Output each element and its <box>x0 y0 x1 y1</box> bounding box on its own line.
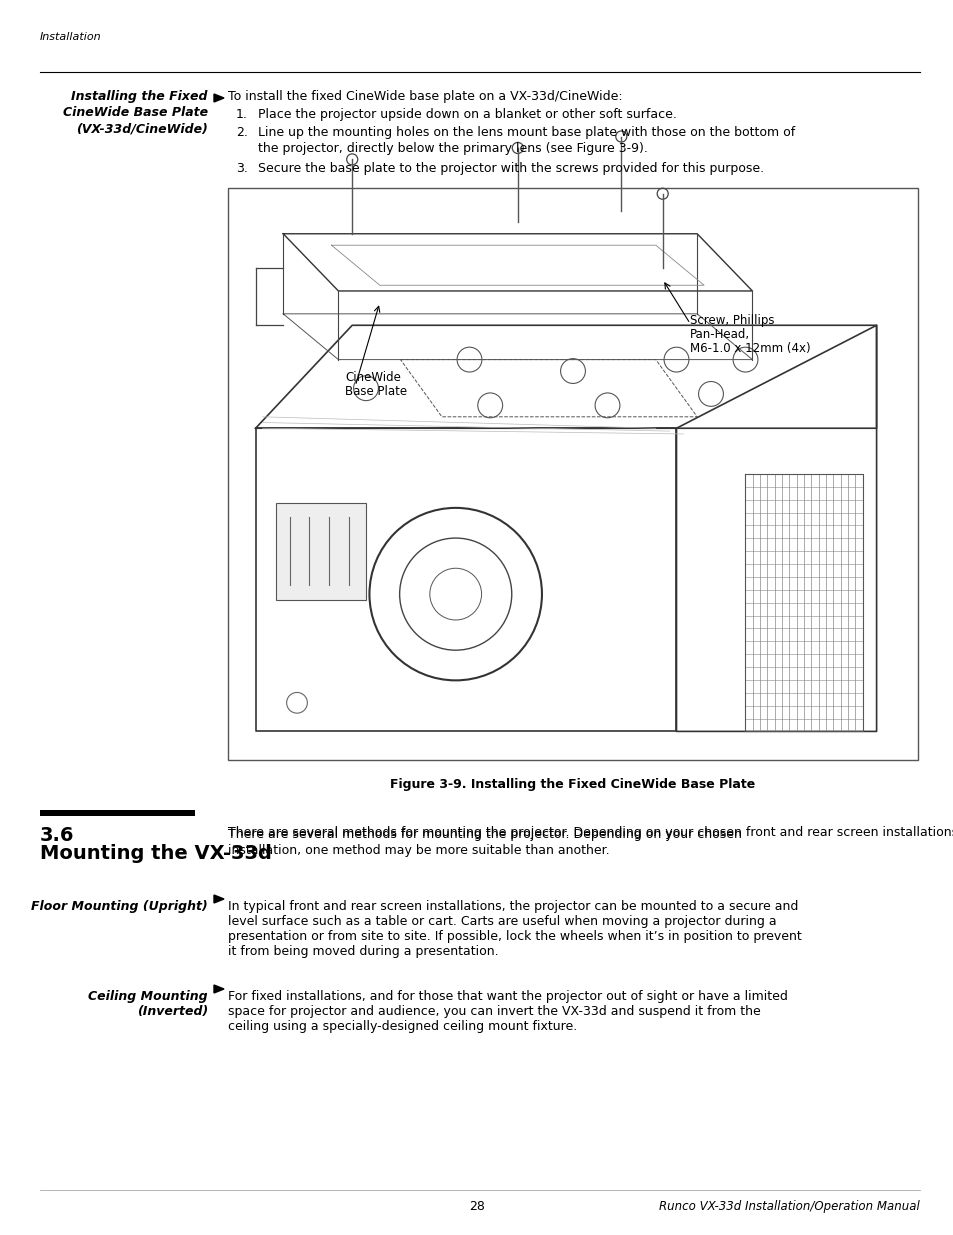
Text: (Inverted): (Inverted) <box>136 1005 208 1018</box>
Text: ceiling using a specially-designed ceiling mount fixture.: ceiling using a specially-designed ceili… <box>228 1020 577 1032</box>
Text: In typical front and rear screen installations, the projector can be mounted to : In typical front and rear screen install… <box>228 900 798 913</box>
Text: presentation or from site to site. If possible, lock the wheels when it’s in pos: presentation or from site to site. If po… <box>228 930 801 944</box>
Text: For fixed installations, and for those that want the projector out of sight or h: For fixed installations, and for those t… <box>228 990 787 1003</box>
Text: installation, one method may be more suitable than another.: installation, one method may be more sui… <box>228 844 609 857</box>
Text: Runco VX-33d Installation/Operation Manual: Runco VX-33d Installation/Operation Manu… <box>659 1200 919 1213</box>
Text: There are several methods for mounting the projector. Depending on your chosen f: There are several methods for mounting t… <box>228 826 953 839</box>
Text: the projector, directly below the primary lens (see Figure 3-9).: the projector, directly below the primar… <box>257 142 647 156</box>
Text: 3.6: 3.6 <box>40 826 74 845</box>
Text: Installation: Installation <box>40 32 102 42</box>
Text: (VX-33d/CineWide): (VX-33d/CineWide) <box>76 122 208 135</box>
Text: Place the projector upside down on a blanket or other soft surface.: Place the projector upside down on a bla… <box>257 107 677 121</box>
Text: 3.: 3. <box>235 162 248 175</box>
Text: space for projector and audience, you can invert the VX-33d and suspend it from : space for projector and audience, you ca… <box>228 1005 760 1018</box>
Text: Secure the base plate to the projector with the screws provided for this purpose: Secure the base plate to the projector w… <box>257 162 763 175</box>
Text: Base Plate: Base Plate <box>345 385 407 398</box>
Text: M6-1.0 x 12mm (4x): M6-1.0 x 12mm (4x) <box>690 342 810 354</box>
Bar <box>228 188 917 760</box>
Polygon shape <box>213 94 224 103</box>
Text: There are several methods for mounting the projector. Depending on your chosen: There are several methods for mounting t… <box>228 827 741 841</box>
Text: Mounting the VX-33d: Mounting the VX-33d <box>40 844 272 863</box>
Polygon shape <box>213 895 224 903</box>
Text: 28: 28 <box>469 1200 484 1213</box>
Text: level surface such as a table or cart. Carts are useful when moving a projector : level surface such as a table or cart. C… <box>228 915 776 927</box>
Text: Figure 3-9. Installing the Fixed CineWide Base Plate: Figure 3-9. Installing the Fixed CineWid… <box>390 778 755 790</box>
Text: 2.: 2. <box>235 126 248 140</box>
Text: Pan-Head,: Pan-Head, <box>690 327 750 341</box>
Text: CineWide Base Plate: CineWide Base Plate <box>63 106 208 119</box>
Polygon shape <box>213 986 224 993</box>
Text: Ceiling Mounting: Ceiling Mounting <box>89 990 208 1003</box>
Text: Floor Mounting (Upright): Floor Mounting (Upright) <box>31 900 208 913</box>
Bar <box>276 503 366 600</box>
Text: Installing the Fixed: Installing the Fixed <box>71 90 208 103</box>
Text: Screw, Phillips: Screw, Phillips <box>690 314 774 327</box>
Text: To install the fixed CineWide base plate on a VX-33d/CineWide:: To install the fixed CineWide base plate… <box>228 90 622 103</box>
Text: Line up the mounting holes on the lens mount base plate with those on the bottom: Line up the mounting holes on the lens m… <box>257 126 795 140</box>
Text: it from being moved during a presentation.: it from being moved during a presentatio… <box>228 945 498 958</box>
Bar <box>40 810 194 816</box>
Text: 1.: 1. <box>235 107 248 121</box>
Text: CineWide: CineWide <box>345 370 401 384</box>
